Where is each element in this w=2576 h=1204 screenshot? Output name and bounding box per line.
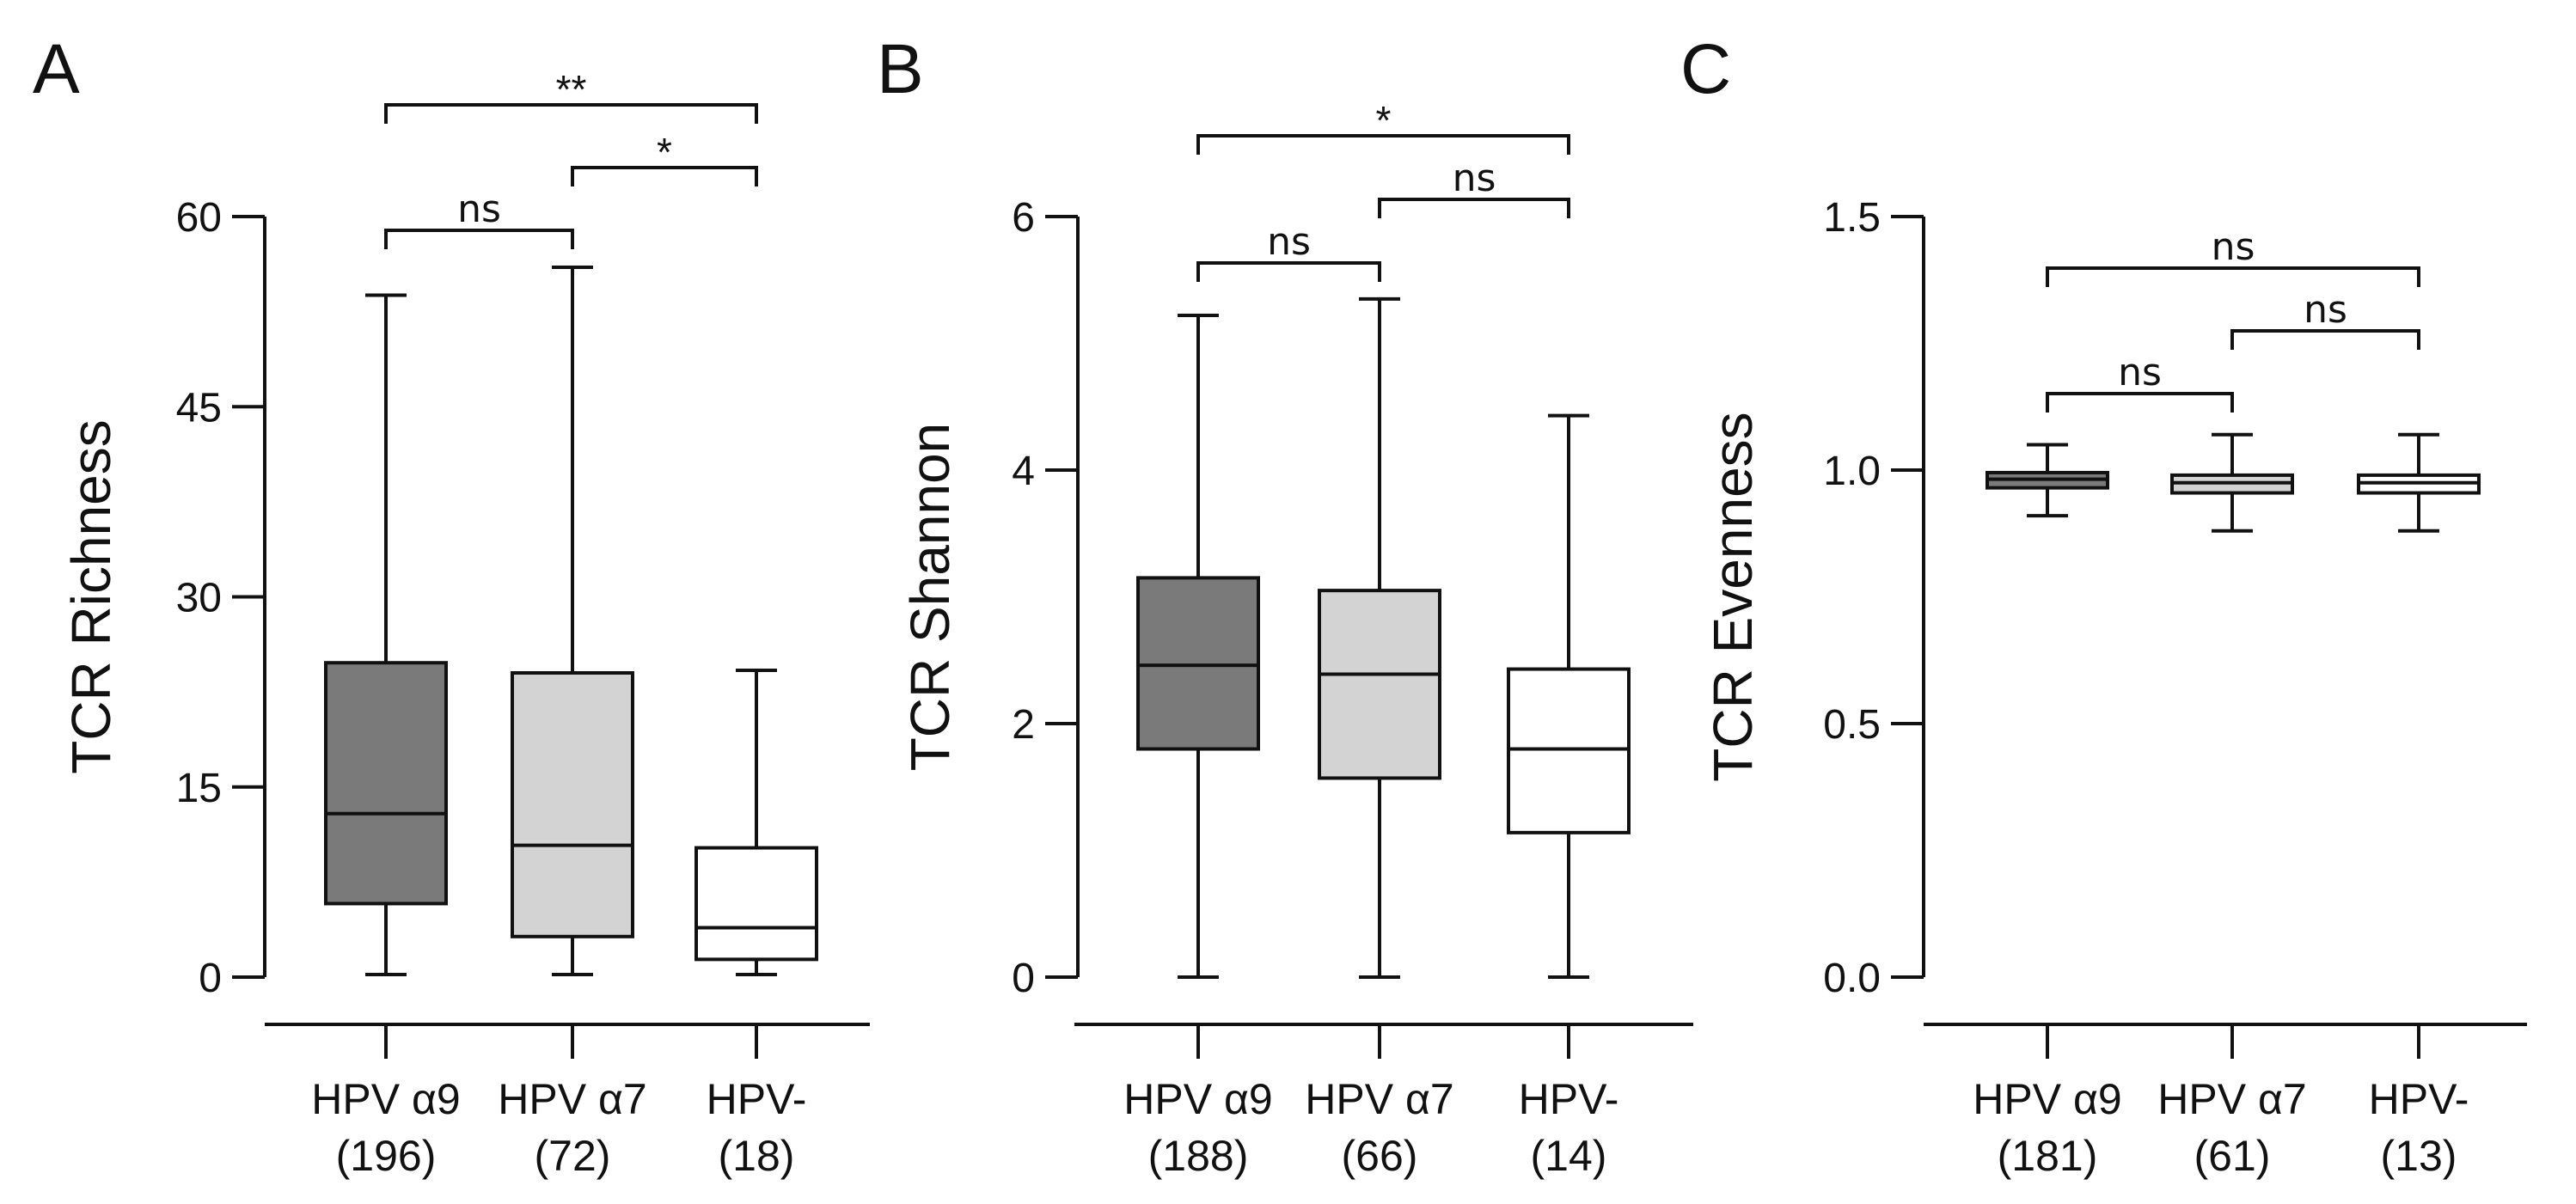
panel-letter: A bbox=[33, 30, 80, 108]
bracket-line bbox=[384, 229, 574, 249]
significance-bracket: ** bbox=[384, 67, 758, 124]
significance-label: ns bbox=[457, 187, 501, 231]
box-hpv- bbox=[1507, 413, 1631, 979]
y-tick-label: 1.0 bbox=[1823, 449, 1881, 494]
y-tick-label: 30 bbox=[176, 576, 222, 621]
significance-label: * bbox=[657, 130, 672, 174]
panel-letter: C bbox=[1680, 30, 1731, 108]
category-label: HPV α9 bbox=[1123, 1075, 1272, 1123]
significance-bracket: ns bbox=[2230, 288, 2420, 350]
category-label: HPV α7 bbox=[1305, 1075, 1453, 1123]
y-tick-label: 4 bbox=[1012, 449, 1035, 494]
box-iqr bbox=[1507, 667, 1631, 834]
category-n: (181) bbox=[1998, 1132, 2098, 1180]
category-n: (14) bbox=[1531, 1132, 1607, 1180]
box-hpv-9 bbox=[1986, 443, 2109, 518]
box-hpv-7 bbox=[1318, 296, 1441, 979]
category-label: HPV α7 bbox=[2157, 1075, 2306, 1123]
category-n: (66) bbox=[1342, 1132, 1418, 1180]
significance-label: ns bbox=[1267, 220, 1311, 264]
y-tick-label: 15 bbox=[176, 766, 222, 811]
category-label: HPV α9 bbox=[311, 1075, 460, 1123]
y-tick-label: 60 bbox=[176, 195, 222, 241]
box-hpv- bbox=[694, 669, 818, 977]
y-tick-label: 2 bbox=[1012, 702, 1035, 748]
category-n: (72) bbox=[535, 1132, 611, 1180]
y-axis-title: TCR Shannon bbox=[899, 423, 961, 772]
panel-c: C 0.0 0.5 1.0 1.5 TCR Evenness HPV α9 (181) HPV … bbox=[1680, 30, 2527, 1180]
significance-label: ns bbox=[1453, 156, 1496, 200]
significance-label: ns bbox=[2118, 351, 2162, 394]
box-hpv-7 bbox=[2170, 432, 2294, 533]
bracket-line bbox=[1196, 134, 1570, 155]
bracket-line bbox=[1196, 261, 1381, 282]
bracket-line bbox=[571, 166, 758, 186]
category-n: (18) bbox=[719, 1132, 795, 1180]
y-tick-label: 0 bbox=[1012, 956, 1035, 1001]
y-tick-label: 0.5 bbox=[1823, 702, 1881, 748]
bracket-line bbox=[384, 103, 758, 124]
significance-bracket: ns bbox=[384, 187, 574, 249]
category-n: (188) bbox=[1148, 1132, 1249, 1180]
y-tick-label: 0.0 bbox=[1823, 956, 1881, 1001]
significance-bracket: ns bbox=[1196, 220, 1381, 282]
significance-bracket: ns bbox=[2046, 225, 2420, 287]
box-hpv-7 bbox=[511, 266, 634, 977]
bracket-line bbox=[2046, 266, 2420, 287]
significance-bracket: * bbox=[571, 130, 758, 186]
y-tick-label: 6 bbox=[1012, 195, 1035, 241]
category-label: HPV α7 bbox=[498, 1075, 646, 1123]
box-iqr bbox=[324, 661, 448, 906]
significance-label: ** bbox=[556, 67, 587, 112]
significance-label: ns bbox=[2304, 288, 2347, 332]
significance-bracket: ns bbox=[1378, 156, 1570, 218]
box-iqr bbox=[511, 671, 634, 938]
panel-b: B 0 2 4 6 TCR Shannon HPV α9 (188) HPV α7 (66) HPV… bbox=[877, 30, 1693, 1180]
panel-letter: B bbox=[877, 30, 924, 108]
bracket-line bbox=[1378, 198, 1570, 218]
y-axis-title: TCR Richness bbox=[60, 419, 122, 774]
y-tick-label: 45 bbox=[176, 385, 222, 431]
category-label: HPV- bbox=[1519, 1075, 1619, 1123]
bracket-line bbox=[2230, 329, 2420, 350]
bracket-line bbox=[2046, 392, 2234, 413]
category-label: HPV- bbox=[707, 1075, 807, 1123]
box-iqr bbox=[1318, 589, 1441, 780]
significance-label: ns bbox=[2212, 225, 2255, 269]
category-n: (61) bbox=[2194, 1132, 2271, 1180]
box-iqr bbox=[694, 846, 818, 962]
significance-label: * bbox=[1376, 98, 1392, 143]
box-hpv-9 bbox=[324, 293, 448, 977]
y-tick-label: 1.5 bbox=[1823, 195, 1881, 241]
panel-a: A 0 15 30 45 60 TCR Richness HPV α9 (196) HPV α7 (… bbox=[33, 30, 870, 1180]
significance-bracket: ns bbox=[2046, 351, 2234, 413]
box-hpv-9 bbox=[1136, 314, 1260, 979]
category-label: HPV- bbox=[2369, 1075, 2469, 1123]
category-n: (13) bbox=[2381, 1132, 2457, 1180]
category-n: (196) bbox=[336, 1132, 437, 1180]
significance-bracket: * bbox=[1196, 98, 1570, 155]
box-iqr bbox=[1136, 576, 1260, 751]
y-axis-title: TCR Evenness bbox=[1702, 412, 1764, 781]
category-label: HPV α9 bbox=[1973, 1075, 2121, 1123]
box-hpv- bbox=[2357, 432, 2481, 533]
y-tick-label: 0 bbox=[199, 956, 222, 1001]
